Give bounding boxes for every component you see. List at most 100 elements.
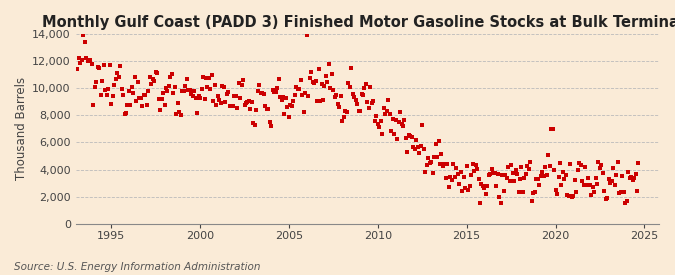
Point bbox=[131, 99, 142, 103]
Point bbox=[414, 151, 425, 155]
Point bbox=[178, 88, 189, 93]
Point bbox=[482, 184, 493, 188]
Point bbox=[410, 147, 421, 151]
Point bbox=[458, 175, 469, 179]
Point bbox=[220, 100, 231, 104]
Point bbox=[475, 201, 485, 206]
Point bbox=[318, 97, 329, 102]
Point bbox=[426, 160, 437, 164]
Point bbox=[555, 161, 566, 165]
Point bbox=[429, 155, 439, 159]
Point bbox=[143, 89, 154, 93]
Point bbox=[408, 145, 418, 149]
Point bbox=[277, 95, 288, 99]
Point bbox=[380, 112, 391, 116]
Point bbox=[601, 196, 612, 201]
Point bbox=[500, 172, 510, 177]
Point bbox=[620, 201, 630, 206]
Point bbox=[100, 87, 111, 92]
Point bbox=[152, 71, 163, 75]
Point bbox=[564, 194, 574, 199]
Point bbox=[470, 162, 481, 167]
Point bbox=[328, 88, 339, 92]
Point bbox=[412, 145, 423, 149]
Point bbox=[269, 89, 279, 94]
Point bbox=[153, 97, 164, 101]
Point bbox=[491, 184, 502, 189]
Point bbox=[605, 180, 616, 185]
Point bbox=[304, 76, 315, 80]
Point bbox=[301, 33, 312, 37]
Point bbox=[354, 108, 365, 113]
Point bbox=[488, 170, 499, 175]
Point bbox=[107, 94, 118, 98]
Point bbox=[146, 82, 157, 86]
Point bbox=[323, 62, 334, 66]
Point bbox=[248, 121, 259, 125]
Point bbox=[340, 109, 350, 113]
Point bbox=[514, 177, 525, 181]
Point bbox=[255, 91, 266, 95]
Point bbox=[572, 168, 583, 172]
Point bbox=[205, 86, 216, 91]
Point bbox=[130, 75, 140, 79]
Point bbox=[418, 147, 429, 151]
Point bbox=[556, 183, 567, 188]
Point bbox=[560, 172, 571, 177]
Point bbox=[190, 96, 201, 100]
Point bbox=[161, 86, 171, 90]
Point bbox=[522, 164, 533, 168]
Point bbox=[495, 201, 506, 206]
Point bbox=[227, 103, 238, 108]
Point bbox=[468, 169, 479, 174]
Point bbox=[337, 119, 348, 123]
Point bbox=[151, 70, 161, 75]
Point bbox=[106, 102, 117, 106]
Point bbox=[437, 164, 448, 169]
Point bbox=[292, 87, 303, 91]
Point bbox=[162, 89, 173, 94]
Point bbox=[617, 173, 628, 178]
Point bbox=[198, 75, 209, 79]
Point bbox=[541, 173, 552, 177]
Point bbox=[520, 172, 531, 176]
Point bbox=[282, 104, 293, 109]
Point bbox=[137, 104, 148, 108]
Point bbox=[86, 62, 97, 66]
Point bbox=[360, 81, 371, 86]
Point bbox=[177, 88, 188, 93]
Point bbox=[82, 59, 93, 63]
Point bbox=[85, 58, 96, 62]
Point bbox=[306, 70, 317, 74]
Point bbox=[101, 93, 112, 98]
Point bbox=[209, 82, 220, 87]
Point bbox=[483, 172, 494, 177]
Point bbox=[138, 92, 149, 97]
Point bbox=[169, 85, 180, 90]
Point bbox=[626, 175, 637, 179]
Point bbox=[571, 190, 582, 194]
Point bbox=[182, 76, 192, 81]
Point bbox=[141, 103, 152, 107]
Point bbox=[381, 108, 392, 113]
Point bbox=[219, 84, 230, 89]
Point bbox=[603, 177, 614, 181]
Point bbox=[427, 171, 438, 175]
Point bbox=[92, 65, 103, 69]
Point bbox=[319, 84, 330, 88]
Point bbox=[590, 176, 601, 181]
Point bbox=[286, 104, 297, 108]
Point bbox=[76, 58, 87, 62]
Point bbox=[399, 117, 410, 122]
Point bbox=[199, 97, 210, 101]
Point bbox=[343, 81, 354, 85]
Point bbox=[581, 183, 592, 187]
Point bbox=[446, 178, 457, 182]
Point bbox=[254, 82, 265, 87]
Point bbox=[393, 119, 404, 124]
Point bbox=[606, 179, 617, 183]
Point bbox=[321, 74, 331, 78]
Point bbox=[187, 94, 198, 98]
Point bbox=[433, 139, 444, 143]
Point bbox=[497, 173, 508, 178]
